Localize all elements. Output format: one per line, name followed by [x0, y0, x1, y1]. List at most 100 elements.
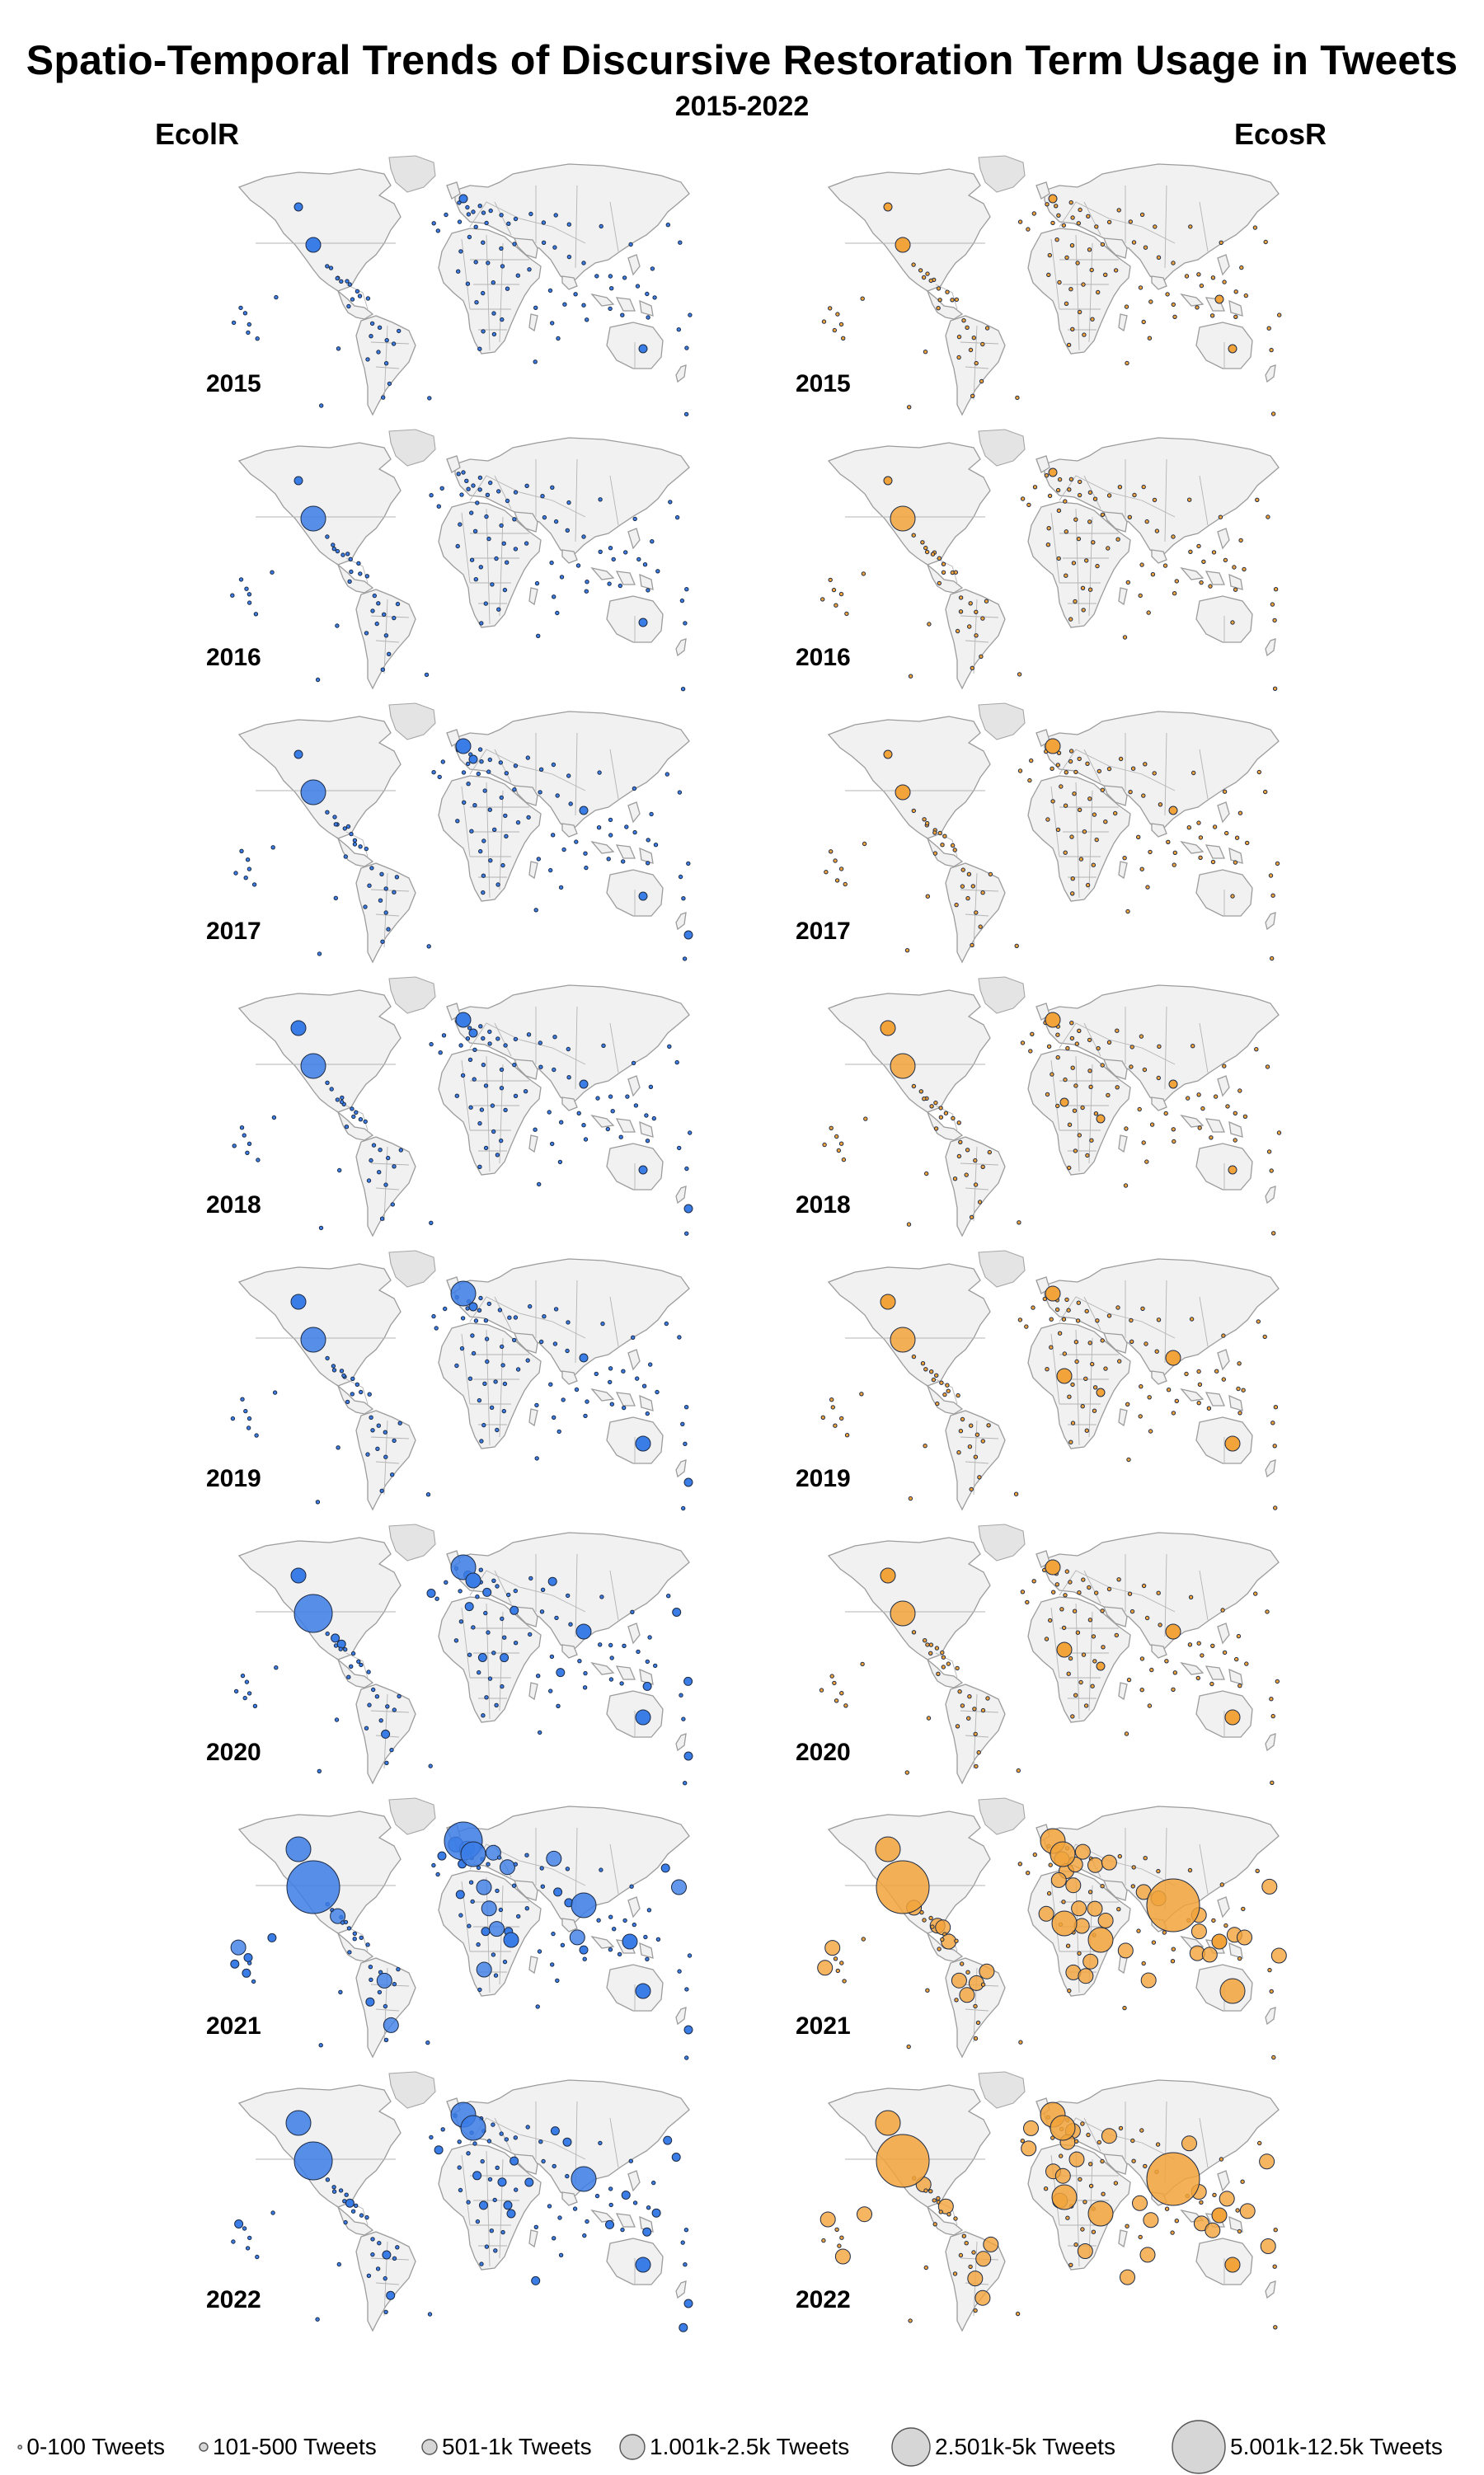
- tweet-marker: [317, 1768, 322, 1773]
- tweet-marker: [958, 1429, 964, 1434]
- tweet-marker: [923, 1638, 928, 1643]
- tweet-marker: [486, 1301, 491, 1307]
- landmass: [237, 168, 402, 292]
- tweet-marker: [958, 595, 964, 600]
- tweet-marker: [500, 1363, 505, 1368]
- tweet-marker: [1140, 1306, 1145, 1312]
- tweet-marker: [1137, 1106, 1142, 1112]
- tweet-marker: [1017, 1862, 1023, 1867]
- tweet-marker: [980, 1164, 985, 1170]
- tweet-marker: [642, 1681, 652, 1691]
- tweet-marker: [835, 312, 840, 317]
- tweet-marker: [1049, 1345, 1054, 1350]
- landmass: [1118, 587, 1128, 606]
- landmass: [627, 801, 641, 824]
- tweet-marker: [247, 1141, 252, 1147]
- tweet-marker: [628, 2158, 633, 2163]
- tweet-marker: [918, 1089, 924, 1094]
- tweet-marker: [956, 1153, 962, 1159]
- tweet-marker: [487, 807, 492, 812]
- tweet-marker: [363, 1119, 368, 1125]
- tweet-marker-kenya: [503, 1932, 519, 1948]
- world-map: [819, 1524, 1280, 1785]
- tweet-marker: [466, 761, 471, 767]
- tweet-marker: [1073, 1340, 1079, 1345]
- land-layer: [237, 429, 690, 690]
- tweet-marker: [960, 884, 965, 889]
- tweet-marker: [970, 942, 974, 948]
- tweet-marker: [555, 1978, 560, 1984]
- tweet-marker: [610, 1109, 615, 1114]
- country-border: [575, 1006, 578, 1090]
- tweet-marker-india: [571, 2166, 597, 2192]
- landmass: [454, 1532, 690, 1652]
- map-panel-ecolr-2022: 2022: [206, 2069, 734, 2341]
- tweet-marker: [466, 2151, 471, 2156]
- landmass: [827, 1263, 991, 1387]
- tweet-marker: [1046, 1890, 1052, 1896]
- tweet-marker: [1073, 1083, 1078, 1088]
- tweet-marker: [513, 1641, 519, 1646]
- tweet-marker: [1077, 309, 1082, 315]
- tweet-marker-india: [1171, 261, 1176, 265]
- tweet-marker: [1118, 756, 1124, 762]
- tweet-marker: [491, 1578, 496, 1584]
- tweet-marker: [1089, 267, 1094, 273]
- tweet-marker: [243, 1408, 248, 1414]
- tweet-marker-newzealand: [683, 1751, 693, 1761]
- tweet-marker: [598, 497, 603, 502]
- tweet-marker-canada: [290, 1294, 307, 1310]
- country-border: [370, 1436, 410, 1439]
- tweet-marker: [524, 1906, 529, 1911]
- tweet-marker: [494, 556, 499, 561]
- tweet-marker: [1212, 2192, 1217, 2198]
- tweet-marker: [1136, 834, 1141, 840]
- tweet-marker: [375, 2266, 381, 2271]
- country-border: [1088, 1064, 1093, 1164]
- tweet-marker: [1209, 313, 1215, 318]
- tweet-marker: [1139, 1034, 1144, 1039]
- tweet-marker: [1158, 802, 1163, 807]
- tweet-marker: [573, 292, 578, 297]
- country-border: [494, 1570, 512, 1604]
- tweet-marker: [581, 1123, 586, 1128]
- tweet-marker: [1097, 1913, 1114, 1928]
- tweet-marker: [1269, 1989, 1274, 1994]
- world-map: [821, 155, 1282, 416]
- tweet-marker: [467, 1652, 472, 1657]
- tweet-marker: [862, 841, 867, 847]
- tweet-marker: [921, 275, 927, 280]
- tweet-marker: [932, 851, 938, 856]
- tweet-marker: [325, 2177, 331, 2182]
- tweet-marker: [1106, 219, 1112, 225]
- tweet-marker: [431, 1313, 436, 1319]
- tweet-marker: [561, 847, 566, 852]
- country-border: [1075, 1603, 1080, 1720]
- tweet-marker: [932, 830, 937, 835]
- tweet-marker: [466, 782, 471, 787]
- tweet-marker: [1100, 1884, 1105, 1889]
- tweet-marker: [1072, 1108, 1078, 1113]
- tweet-marker: [1115, 1028, 1120, 1033]
- tweet-marker: [1062, 1351, 1067, 1356]
- tweet-marker: [1158, 1623, 1162, 1627]
- tweet-marker: [1050, 799, 1055, 804]
- tweet-marker: [1260, 2238, 1276, 2254]
- tweet-marker: [1015, 2311, 1021, 2317]
- tweet-marker: [680, 687, 686, 692]
- tweet-marker: [457, 2165, 462, 2170]
- country-border: [1088, 516, 1093, 617]
- tweet-marker: [473, 260, 478, 265]
- tweet-marker: [559, 1120, 564, 1125]
- tweet-marker: [1120, 2269, 1135, 2285]
- tweet-marker-usa: [895, 237, 911, 253]
- tweet-marker: [562, 302, 567, 307]
- tweet-marker: [553, 519, 559, 524]
- tweet-marker: [1189, 1317, 1195, 1322]
- tweet-marker: [481, 240, 486, 245]
- tweet-marker: [928, 1642, 934, 1647]
- land-layer: [827, 1524, 1280, 1785]
- tweet-marker: [1272, 618, 1277, 623]
- tweet-marker: [1172, 862, 1176, 867]
- map-panel-ecosr-2019: 2019: [796, 1247, 1323, 1519]
